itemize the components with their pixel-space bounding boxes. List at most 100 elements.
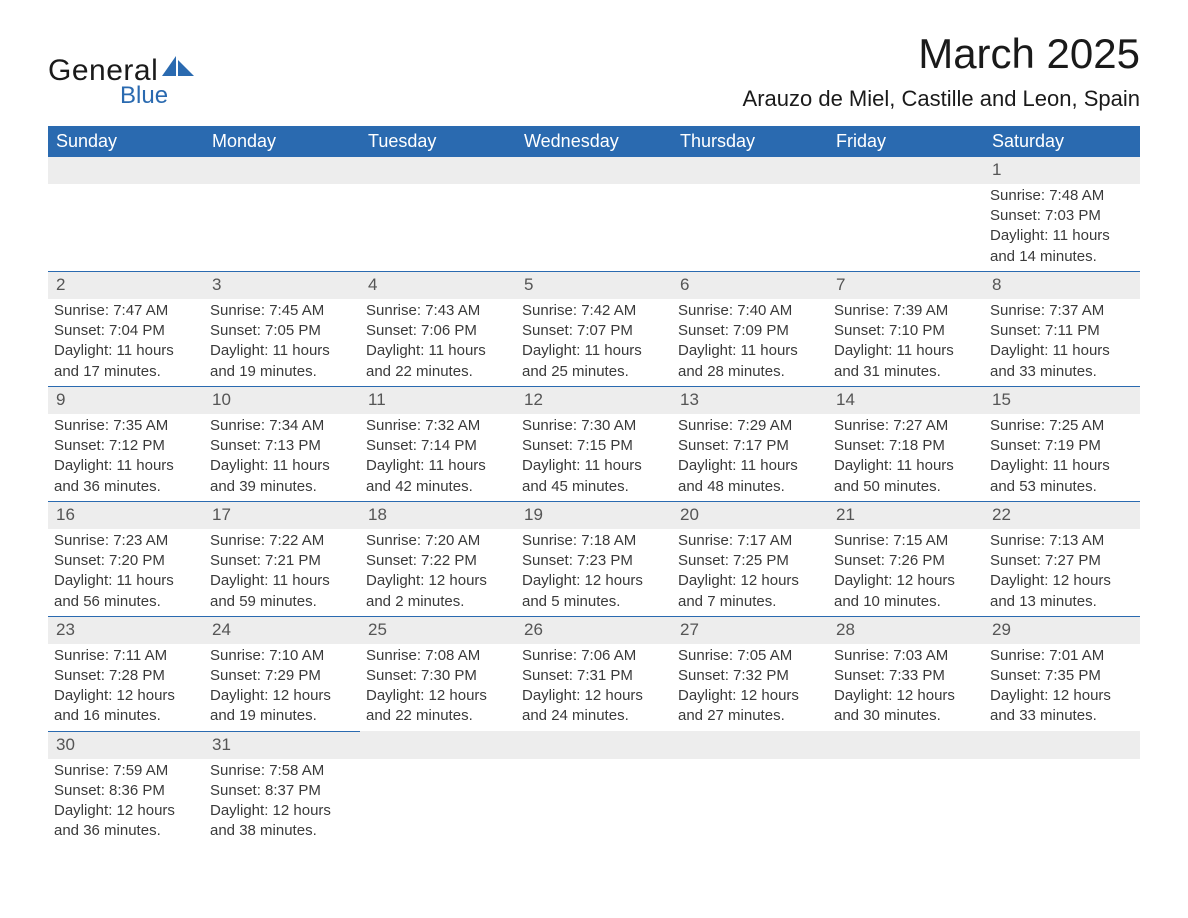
- day-cell: [672, 759, 828, 846]
- dl1-text: Daylight: 12 hours: [54, 801, 198, 821]
- day-cell: [984, 759, 1140, 846]
- day-number-cell: [360, 157, 516, 184]
- dl2-text: and 16 minutes.: [54, 706, 198, 726]
- day-cell: Sunrise: 7:05 AMSunset: 7:32 PMDaylight:…: [672, 644, 828, 731]
- day-number-cell: 7: [828, 271, 984, 299]
- day-number-cell: [204, 157, 360, 184]
- day-number: 16: [54, 503, 198, 528]
- day-cell: Sunrise: 7:58 AMSunset: 8:37 PMDaylight:…: [204, 759, 360, 846]
- sunrise-text: Sunrise: 7:47 AM: [54, 301, 198, 321]
- sunrise-text: Sunrise: 7:43 AM: [366, 301, 510, 321]
- day-cell: [516, 184, 672, 271]
- dl1-text: Daylight: 11 hours: [210, 571, 354, 591]
- day-number-cell: 4: [360, 271, 516, 299]
- sunset-text: Sunset: 7:15 PM: [522, 436, 666, 456]
- dl2-text: and 33 minutes.: [990, 362, 1134, 382]
- sunset-text: Sunset: 7:14 PM: [366, 436, 510, 456]
- day-number: 8: [990, 273, 1134, 298]
- sunrise-text: Sunrise: 7:48 AM: [990, 186, 1134, 206]
- day-number-cell: [360, 731, 516, 759]
- location-subtitle: Arauzo de Miel, Castille and Leon, Spain: [743, 86, 1140, 112]
- day-number-cell: 1: [984, 157, 1140, 184]
- dl2-text: and 24 minutes.: [522, 706, 666, 726]
- dl2-text: and 17 minutes.: [54, 362, 198, 382]
- dl2-text: and 10 minutes.: [834, 592, 978, 612]
- day-cell: Sunrise: 7:30 AMSunset: 7:15 PMDaylight:…: [516, 414, 672, 501]
- week-daynum-row: 1: [48, 157, 1140, 184]
- sunrise-text: Sunrise: 7:40 AM: [678, 301, 822, 321]
- day-number: 17: [210, 503, 354, 528]
- day-number: 7: [834, 273, 978, 298]
- day-number-cell: 28: [828, 616, 984, 644]
- day-number: 15: [990, 388, 1134, 413]
- weekday-header-row: SundayMondayTuesdayWednesdayThursdayFrid…: [48, 126, 1140, 157]
- day-number: 29: [990, 618, 1134, 643]
- sunset-text: Sunset: 7:23 PM: [522, 551, 666, 571]
- day-number-cell: 19: [516, 501, 672, 529]
- day-number: 20: [678, 503, 822, 528]
- dl2-text: and 19 minutes.: [210, 362, 354, 382]
- dl2-text: and 13 minutes.: [990, 592, 1134, 612]
- week-daynum-row: 3031: [48, 731, 1140, 759]
- dl1-text: Daylight: 11 hours: [210, 456, 354, 476]
- sunrise-text: Sunrise: 7:30 AM: [522, 416, 666, 436]
- day-cell: Sunrise: 7:32 AMSunset: 7:14 PMDaylight:…: [360, 414, 516, 501]
- day-cell: Sunrise: 7:06 AMSunset: 7:31 PMDaylight:…: [516, 644, 672, 731]
- sunset-text: Sunset: 7:35 PM: [990, 666, 1134, 686]
- brand-logo: General Blue: [48, 54, 196, 110]
- day-number-cell: 24: [204, 616, 360, 644]
- day-number: 2: [54, 273, 198, 298]
- day-number: 26: [522, 618, 666, 643]
- day-number-cell: 11: [360, 386, 516, 414]
- sunrise-text: Sunrise: 7:59 AM: [54, 761, 198, 781]
- day-cell: Sunrise: 7:01 AMSunset: 7:35 PMDaylight:…: [984, 644, 1140, 731]
- day-number-cell: 6: [672, 271, 828, 299]
- header: General Blue March 2025 Arauzo de Miel, …: [48, 30, 1140, 112]
- day-number-cell: [672, 731, 828, 759]
- day-cell: [360, 759, 516, 846]
- dl1-text: Daylight: 12 hours: [990, 686, 1134, 706]
- sunset-text: Sunset: 7:20 PM: [54, 551, 198, 571]
- day-number-cell: 8: [984, 271, 1140, 299]
- sunset-text: Sunset: 7:29 PM: [210, 666, 354, 686]
- dl1-text: Daylight: 12 hours: [678, 571, 822, 591]
- day-cell: [360, 184, 516, 271]
- sunrise-text: Sunrise: 7:27 AM: [834, 416, 978, 436]
- sunset-text: Sunset: 8:37 PM: [210, 781, 354, 801]
- day-cell: Sunrise: 7:10 AMSunset: 7:29 PMDaylight:…: [204, 644, 360, 731]
- sunset-text: Sunset: 7:06 PM: [366, 321, 510, 341]
- sunrise-text: Sunrise: 7:39 AM: [834, 301, 978, 321]
- dl2-text: and 5 minutes.: [522, 592, 666, 612]
- dl1-text: Daylight: 12 hours: [210, 686, 354, 706]
- dl2-text: and 36 minutes.: [54, 821, 198, 841]
- dl2-text: and 22 minutes.: [366, 362, 510, 382]
- dl1-text: Daylight: 12 hours: [990, 571, 1134, 591]
- week-daynum-row: 2345678: [48, 271, 1140, 299]
- day-number: 23: [54, 618, 198, 643]
- sunrise-text: Sunrise: 7:10 AM: [210, 646, 354, 666]
- sunset-text: Sunset: 7:28 PM: [54, 666, 198, 686]
- sunrise-text: Sunrise: 7:45 AM: [210, 301, 354, 321]
- dl2-text: and 39 minutes.: [210, 477, 354, 497]
- sunset-text: Sunset: 7:30 PM: [366, 666, 510, 686]
- week-row: Sunrise: 7:35 AMSunset: 7:12 PMDaylight:…: [48, 414, 1140, 501]
- dl1-text: Daylight: 11 hours: [990, 226, 1134, 246]
- day-cell: Sunrise: 7:23 AMSunset: 7:20 PMDaylight:…: [48, 529, 204, 616]
- dl2-text: and 53 minutes.: [990, 477, 1134, 497]
- dl1-text: Daylight: 12 hours: [522, 571, 666, 591]
- sunset-text: Sunset: 7:26 PM: [834, 551, 978, 571]
- sunset-text: Sunset: 7:13 PM: [210, 436, 354, 456]
- dl2-text: and 56 minutes.: [54, 592, 198, 612]
- weekday-header: Saturday: [984, 126, 1140, 157]
- day-cell: Sunrise: 7:18 AMSunset: 7:23 PMDaylight:…: [516, 529, 672, 616]
- dl2-text: and 19 minutes.: [210, 706, 354, 726]
- dl1-text: Daylight: 11 hours: [366, 456, 510, 476]
- dl1-text: Daylight: 11 hours: [834, 341, 978, 361]
- day-cell: Sunrise: 7:45 AMSunset: 7:05 PMDaylight:…: [204, 299, 360, 386]
- day-number-cell: 14: [828, 386, 984, 414]
- sunset-text: Sunset: 7:21 PM: [210, 551, 354, 571]
- sunset-text: Sunset: 7:10 PM: [834, 321, 978, 341]
- dl1-text: Daylight: 11 hours: [678, 456, 822, 476]
- sunrise-text: Sunrise: 7:37 AM: [990, 301, 1134, 321]
- day-cell: Sunrise: 7:11 AMSunset: 7:28 PMDaylight:…: [48, 644, 204, 731]
